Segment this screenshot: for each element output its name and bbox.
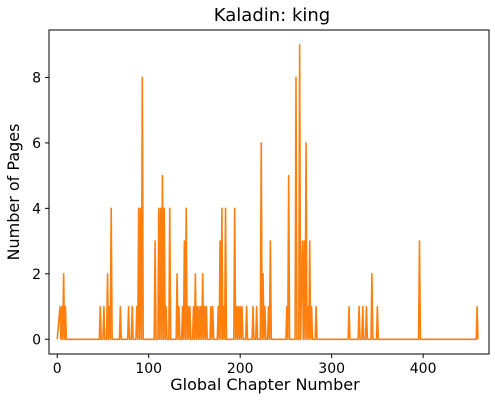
- y-tick-label: 0: [32, 332, 41, 348]
- x-tick-label: 300: [318, 361, 345, 377]
- axis-ticks: 0 100 200 300 400 0 2 4 6 8: [32, 70, 436, 377]
- x-tick-label: 100: [135, 361, 162, 377]
- y-tick-label: 8: [32, 70, 41, 86]
- series-layer: [56, 43, 479, 341]
- x-tick-label: 200: [227, 361, 254, 377]
- plot-area: [48, 29, 490, 355]
- y-axis-label: Number of Pages: [4, 124, 23, 261]
- x-axis-label: Global Chapter Number: [170, 375, 360, 394]
- chart-title: Kaladin: king: [214, 5, 330, 26]
- y-tick-label: 6: [32, 136, 41, 152]
- y-tick-label: 2: [32, 267, 41, 283]
- x-tick-label: 0: [53, 361, 62, 377]
- x-tick-label: 400: [410, 361, 437, 377]
- y-tick-label: 4: [32, 201, 41, 217]
- series-line: [56, 43, 479, 341]
